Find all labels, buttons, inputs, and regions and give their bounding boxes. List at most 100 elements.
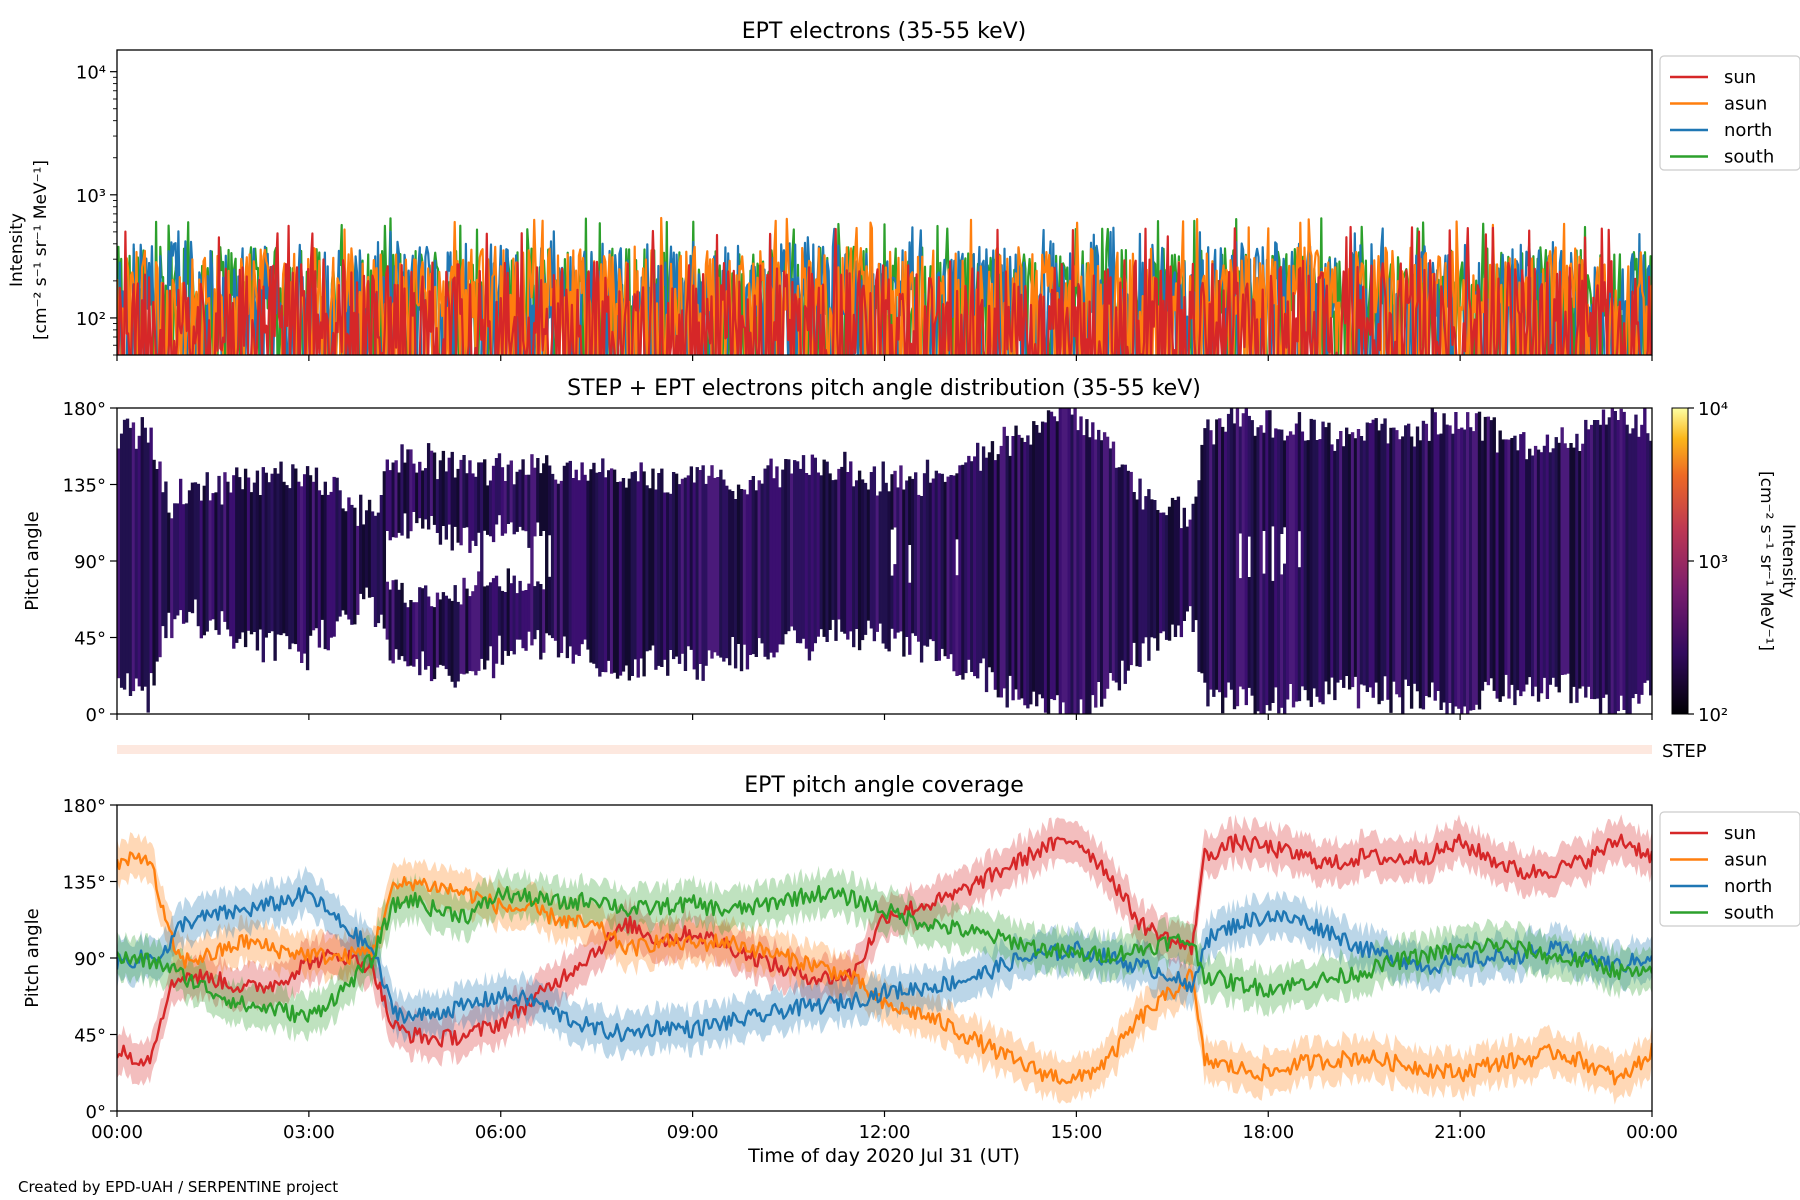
heatmap-cell: [1043, 422, 1048, 713]
heatmap-cell: [474, 476, 478, 546]
heatmap-cell: [1277, 429, 1281, 714]
heatmap-cell: [527, 583, 531, 632]
heatmap-cell: [1427, 440, 1431, 698]
heatmap-cell: [235, 467, 239, 643]
heatmap-cell: [1460, 427, 1464, 714]
heatmap-cell: [1129, 471, 1133, 666]
heatmap-cell: [483, 459, 487, 531]
legend-label-sun: sun: [1724, 67, 1756, 88]
y-tick-label: 90°: [74, 949, 106, 970]
heatmap-cell: [530, 454, 534, 646]
heatmap-cell: [893, 564, 897, 639]
heatmap-cell: [1135, 499, 1139, 667]
legend-label-north: north: [1724, 120, 1772, 141]
heatmap-cell: [595, 472, 599, 669]
heatmap-cell: [149, 427, 153, 674]
heatmap-cell: [1342, 446, 1346, 688]
heatmap-cell: [297, 481, 301, 652]
panel4-legend: sun asun north south: [1659, 811, 1800, 927]
heatmap-cell: [1291, 434, 1296, 708]
heatmap-cell: [577, 480, 581, 656]
heatmap-cell: [173, 503, 177, 620]
heatmap-cell: [922, 473, 927, 646]
heatmap-cell: [919, 496, 924, 663]
heatmap-cell: [480, 462, 484, 659]
heatmap-cell: [388, 589, 392, 661]
heatmap-cell: [418, 461, 422, 519]
heatmap-cell: [961, 464, 965, 680]
heatmap-cell: [140, 417, 144, 691]
heatmap-cell: [978, 470, 983, 664]
heatmap-cell: [341, 508, 345, 611]
panel1-title: EPT electrons (35-55 keV): [742, 19, 1027, 44]
heatmap-cell: [1206, 419, 1210, 707]
heatmap-cell: [1055, 421, 1060, 696]
heatmap-cell: [760, 483, 764, 644]
heatmap-cell: [604, 477, 608, 673]
heatmap-cell: [164, 481, 168, 639]
heatmap-cell: [1516, 450, 1520, 691]
heatmap-cell: [621, 478, 626, 672]
heatmap-cell: [1404, 425, 1408, 680]
heatmap-cell: [311, 481, 316, 631]
heatmap-cell: [660, 468, 664, 667]
heatmap-cell: [1085, 419, 1089, 714]
heatmap-cell: [542, 589, 546, 653]
heatmap-cell: [1471, 431, 1476, 710]
heatmap-cell: [940, 473, 944, 649]
heatmap-cell: [1099, 440, 1104, 707]
heatmap-cell: [347, 497, 351, 620]
heatmap-cell: [1356, 429, 1361, 709]
heatmap-cell: [441, 592, 446, 666]
heatmap-cell: [1492, 417, 1496, 691]
heatmap-cell: [1020, 437, 1024, 699]
heatmap-cell: [601, 458, 605, 672]
heatmap-cell: [1035, 425, 1039, 707]
heatmap-cell: [1324, 427, 1328, 682]
heatmap-cell: [908, 582, 912, 655]
heatmap-cell: [630, 472, 634, 676]
heatmap-cell: [645, 485, 649, 652]
heatmap-cell: [1598, 424, 1603, 714]
heatmap-cell: [1445, 424, 1449, 714]
heatmap-cell: [539, 584, 543, 660]
heatmap-cell: [1315, 440, 1319, 697]
heatmap-cell: [208, 500, 212, 621]
heatmap-cell: [574, 469, 578, 655]
heatmap-cell: [391, 462, 395, 538]
heatmap-cell: [828, 473, 832, 630]
heatmap-cell: [633, 471, 637, 660]
heatmap-cell: [565, 462, 570, 659]
heatmap-cell: [955, 473, 959, 540]
heatmap-cell: [1271, 437, 1275, 527]
heatmap-cell: [503, 481, 508, 534]
heatmap-cell: [477, 462, 481, 533]
heatmap-cell: [1530, 455, 1535, 697]
heatmap-cell: [1156, 510, 1160, 651]
heatmap-cell: [1283, 563, 1287, 714]
heatmap-cell: [1058, 408, 1063, 714]
heatmap-cell: [217, 475, 221, 635]
heatmap-cell: [1557, 442, 1561, 693]
heatmap-cell: [1601, 409, 1606, 698]
heatmap-cell: [267, 482, 271, 633]
heatmap-cell: [524, 590, 528, 651]
heatmap-cell: [512, 484, 516, 535]
heatmap-cell: [1061, 408, 1065, 703]
heatmap-cell: [161, 492, 165, 627]
heatmap-cell: [1188, 519, 1192, 607]
x-tick-label: 12:00: [859, 1122, 911, 1143]
heatmap-cell: [468, 596, 472, 671]
heatmap-cell: [1587, 429, 1591, 687]
heatmap-cell: [152, 459, 156, 686]
x-tick-label: 09:00: [667, 1122, 719, 1143]
heatmap-cell: [323, 481, 327, 650]
band-south: [117, 865, 1652, 1043]
heatmap-cell: [763, 468, 767, 657]
colorbar-tick-label: 10⁴: [1698, 399, 1728, 420]
heatmap-cell: [792, 460, 797, 631]
heatmap-cell: [438, 460, 443, 545]
heatmap-cell: [1545, 434, 1550, 699]
heatmap-cell: [518, 469, 522, 527]
x-tick-label: 03:00: [283, 1122, 335, 1143]
